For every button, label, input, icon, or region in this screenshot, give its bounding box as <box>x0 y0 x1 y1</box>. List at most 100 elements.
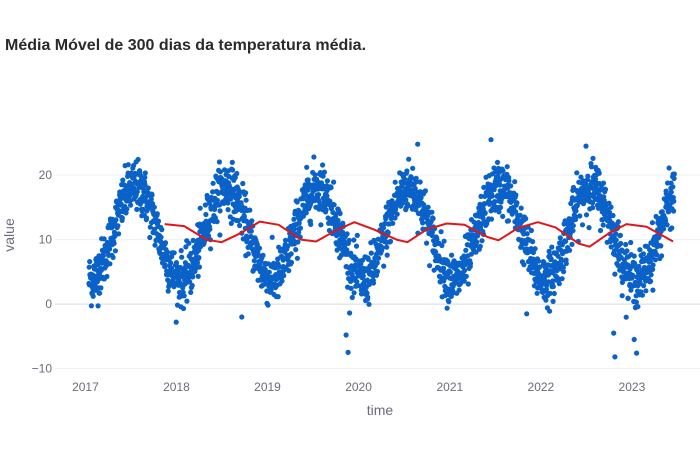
data-point <box>364 290 370 296</box>
data-point <box>168 265 175 271</box>
data-point <box>165 288 171 294</box>
data-point <box>612 354 618 360</box>
x-tick-label: 2023 <box>619 380 646 394</box>
data-point <box>550 283 556 290</box>
data-point <box>354 232 360 238</box>
data-point <box>570 228 576 234</box>
data-point <box>119 215 125 221</box>
data-point <box>323 207 329 213</box>
data-point <box>344 247 350 253</box>
data-point <box>606 200 612 206</box>
data-point <box>148 196 154 202</box>
data-point <box>196 264 202 270</box>
data-point <box>291 216 297 222</box>
x-axis-ticks: 2017 2018 2019 2020 2021 2022 2023 <box>72 380 646 394</box>
data-point <box>304 164 310 170</box>
data-point <box>178 248 184 254</box>
data-point <box>589 185 595 191</box>
data-point <box>597 227 604 234</box>
y-axis-label: value <box>1 218 17 252</box>
data-point <box>404 168 410 174</box>
data-point <box>661 226 667 232</box>
data-point <box>214 197 220 203</box>
data-point <box>320 162 326 168</box>
data-point <box>86 264 92 270</box>
data-point <box>519 242 525 248</box>
data-point <box>547 290 553 296</box>
x-tick-label: 2017 <box>72 380 99 394</box>
data-point <box>349 294 355 301</box>
data-point <box>608 244 614 250</box>
data-point <box>171 250 177 256</box>
data-point <box>596 170 602 176</box>
data-point <box>389 198 395 204</box>
data-point <box>489 193 495 199</box>
data-point <box>492 199 498 205</box>
data-point <box>147 234 153 241</box>
data-point <box>142 174 148 181</box>
data-point <box>365 256 371 262</box>
data-point <box>623 241 629 248</box>
data-point <box>534 290 540 296</box>
data-point <box>312 172 318 178</box>
data-point <box>547 308 553 314</box>
data-point <box>353 243 360 249</box>
data-point <box>321 169 327 175</box>
data-point <box>467 260 474 266</box>
data-point <box>104 273 110 280</box>
data-point <box>248 228 254 234</box>
data-point <box>308 221 314 227</box>
data-point <box>518 205 524 211</box>
data-point <box>557 235 563 241</box>
data-point <box>343 332 349 338</box>
data-point <box>528 227 535 234</box>
y-tick-label: 0 <box>45 297 52 311</box>
data-point <box>245 251 251 257</box>
data-point <box>190 274 196 280</box>
data-point <box>173 319 179 325</box>
data-point <box>260 252 266 258</box>
data-point <box>641 283 647 289</box>
data-point <box>179 254 185 260</box>
data-point <box>95 303 101 309</box>
data-point <box>225 200 231 206</box>
x-axis-label: time <box>367 402 394 418</box>
data-point <box>425 204 431 210</box>
data-point <box>539 273 545 279</box>
data-point <box>345 349 351 355</box>
data-point <box>123 210 129 216</box>
data-point <box>385 230 391 236</box>
data-point <box>481 201 488 207</box>
data-point <box>648 278 654 284</box>
data-point <box>481 184 487 190</box>
data-point <box>135 156 141 163</box>
data-point <box>235 218 241 224</box>
data-point <box>181 293 187 299</box>
data-point <box>196 255 202 261</box>
data-point <box>348 285 354 291</box>
data-point <box>256 245 263 251</box>
data-point <box>586 225 592 231</box>
data-point <box>578 174 584 180</box>
data-point <box>656 234 662 240</box>
data-point <box>669 225 675 231</box>
data-point <box>551 290 557 297</box>
data-point <box>412 185 418 192</box>
data-point <box>659 253 665 259</box>
data-point <box>654 252 660 258</box>
data-point <box>142 170 148 176</box>
data-point <box>392 215 398 221</box>
data-point <box>297 225 303 231</box>
data-point <box>461 278 467 284</box>
data-point <box>583 143 589 149</box>
data-point <box>406 156 412 162</box>
data-point <box>279 278 285 284</box>
data-point <box>374 268 381 275</box>
data-point <box>643 288 649 294</box>
data-point <box>241 214 247 220</box>
data-point <box>316 192 322 198</box>
data-point <box>87 259 93 265</box>
data-point <box>240 180 246 187</box>
data-point <box>505 218 511 224</box>
data-point <box>559 257 565 264</box>
